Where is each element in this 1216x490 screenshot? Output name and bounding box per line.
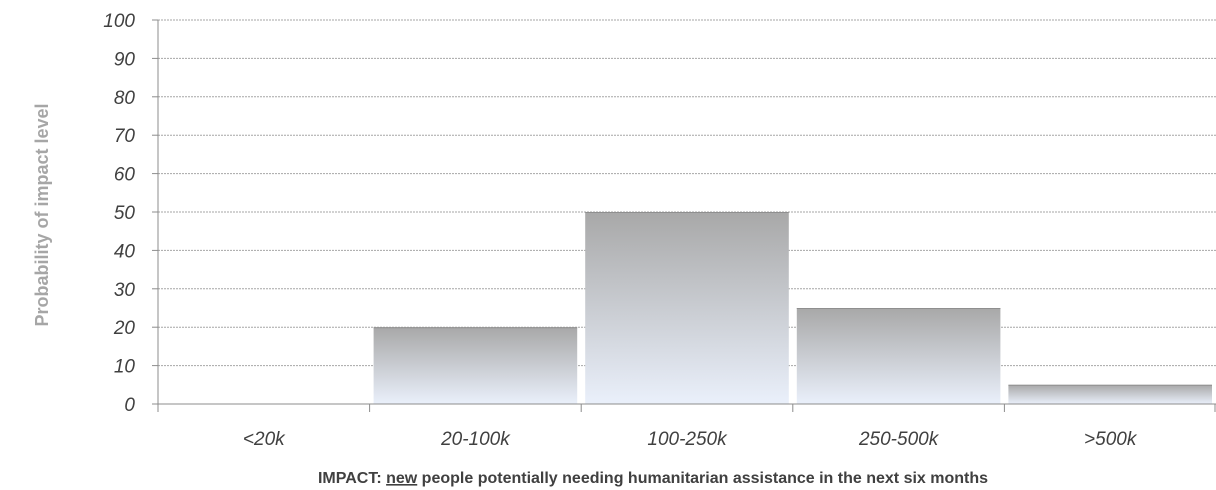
y-tick-label: 20 xyxy=(113,318,136,339)
x-tick-label: 100-250k xyxy=(647,429,728,450)
y-tick-label: 100 xyxy=(103,11,135,32)
y-tick-label: 30 xyxy=(114,280,136,301)
x-tick-label: 20-100k xyxy=(440,429,511,450)
x-tick-label: 250-500k xyxy=(858,429,940,450)
y-axis-label: Probability of impact level xyxy=(32,103,52,326)
axes xyxy=(157,20,1216,412)
y-tick-label: 80 xyxy=(114,88,136,109)
x-tick-label: <20k xyxy=(243,429,286,450)
x-axis-label-prefix: IMPACT: xyxy=(318,470,386,487)
y-tick-label: 10 xyxy=(114,357,136,378)
y-tick-labels: 0 10 20 30 40 50 60 70 80 90 100 xyxy=(103,11,135,416)
y-tick-label: 70 xyxy=(114,126,136,147)
x-axis-label-suffix: people potentially needing humanitarian … xyxy=(417,470,988,487)
x-axis-label: IMPACT: new people potentially needing h… xyxy=(318,470,988,487)
bar-3 xyxy=(796,308,1001,404)
bar-2 xyxy=(585,212,789,404)
x-tick-label: >500k xyxy=(1084,429,1138,450)
y-tick-label: 50 xyxy=(114,203,136,224)
x-axis-label-emphasis: new xyxy=(386,470,418,487)
y-tick-label: 60 xyxy=(114,165,136,186)
bars xyxy=(373,212,1212,404)
y-tick-label: 40 xyxy=(114,241,136,262)
y-tick-label: 90 xyxy=(114,49,136,70)
y-tick-label: 0 xyxy=(124,395,135,416)
bar-4 xyxy=(1008,384,1212,404)
bar-1 xyxy=(373,327,578,404)
x-tick-labels: <20k 20-100k 100-250k 250-500k >500k xyxy=(243,429,1138,450)
